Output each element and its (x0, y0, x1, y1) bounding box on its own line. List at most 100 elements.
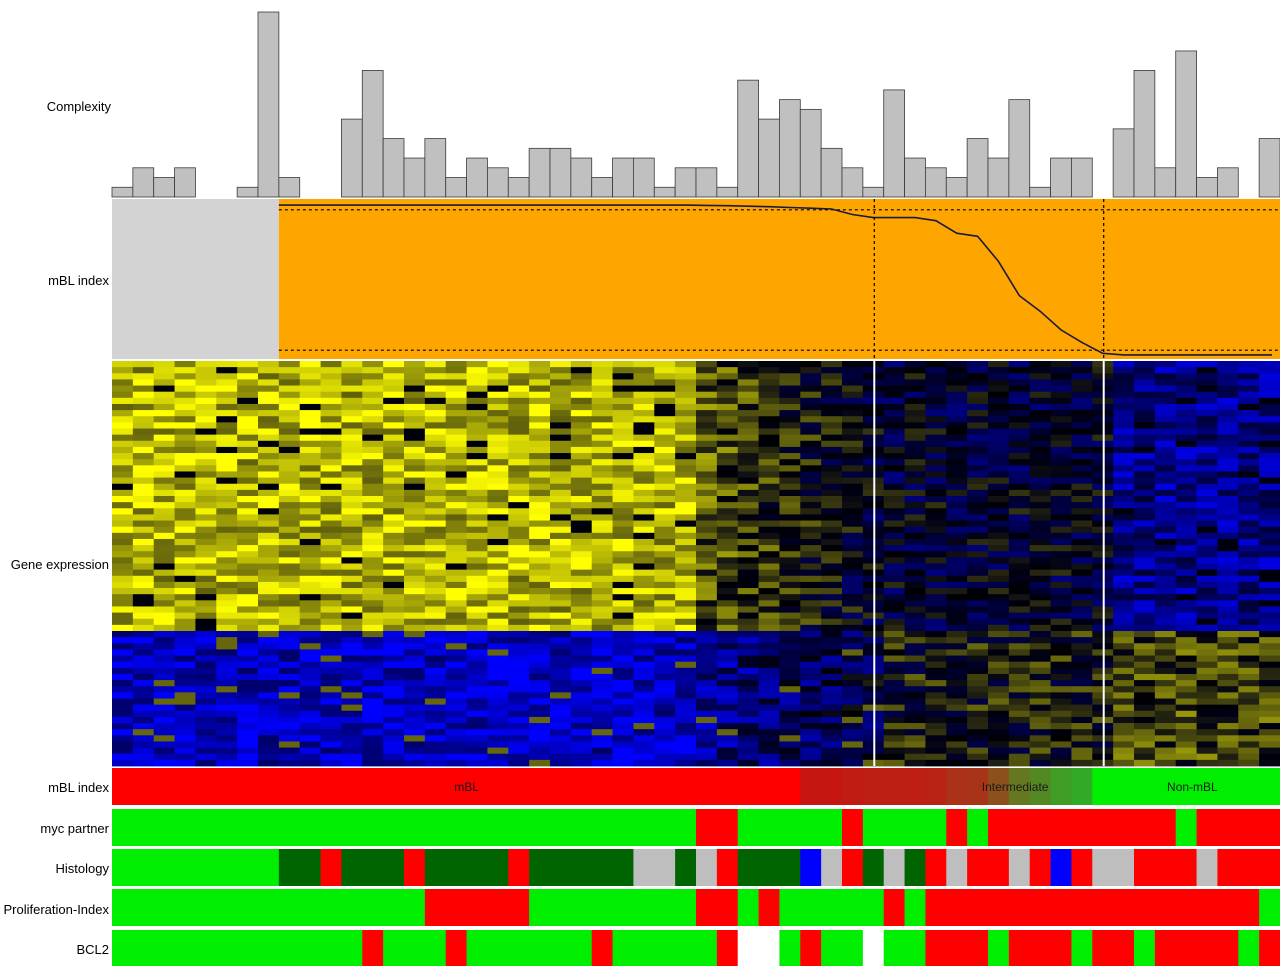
heatmap-cell (1134, 643, 1156, 650)
heatmap-cell (404, 502, 426, 509)
heatmap-cell (570, 373, 593, 380)
heatmap-cell (842, 526, 864, 534)
heatmap-cell (112, 385, 134, 393)
heatmap-cell (1175, 612, 1197, 620)
heatmap-cell (988, 465, 1010, 472)
heatmap-cell (487, 471, 509, 478)
heatmap-cell (612, 618, 634, 626)
heatmap-cell (1175, 477, 1197, 485)
heatmap-cell (299, 569, 321, 577)
heatmap-cell (946, 385, 968, 393)
heatmap-cell (550, 612, 572, 620)
heatmap-cell (1008, 710, 1031, 718)
heatmap-cell (153, 410, 175, 417)
heatmap-cell (320, 563, 342, 571)
heatmap-cell (967, 538, 989, 546)
heatmap-cell (404, 483, 426, 491)
histology-cell (487, 849, 509, 886)
heatmap-cell (195, 655, 217, 663)
heatmap-cell (988, 373, 1010, 380)
heatmap-cell (174, 526, 196, 534)
heatmap-cell (320, 483, 342, 491)
heatmap-cell (487, 496, 509, 503)
heatmap-cell (633, 526, 655, 534)
proliferation-cell (570, 889, 593, 926)
heatmap-cell (1154, 391, 1177, 399)
heatmap-cell (716, 637, 739, 644)
heatmap-cell (1217, 391, 1239, 399)
heatmap-cell (132, 631, 155, 638)
heatmap-cell (925, 471, 947, 478)
heatmap-cell (1050, 673, 1072, 681)
heatmap-cell (362, 373, 384, 380)
heatmap-cell (112, 403, 134, 411)
heatmap-cell (1029, 440, 1051, 448)
heatmap-cell (591, 545, 613, 552)
heatmap-cell (821, 508, 843, 515)
heatmap-cell (445, 532, 467, 540)
heatmap-cell (1196, 655, 1218, 663)
proliferation-cell (1113, 889, 1135, 926)
heatmap-cell (1071, 753, 1093, 761)
heatmap-cell (716, 538, 739, 546)
heatmap-cell (445, 704, 467, 712)
heatmap-cell (362, 465, 384, 472)
heatmap-cell (821, 434, 843, 442)
heatmap-cell (1050, 410, 1072, 417)
heatmap-cell (1259, 716, 1280, 724)
heatmap-cell (1071, 440, 1093, 448)
heatmap-cell (195, 459, 217, 466)
heatmap-cell (550, 747, 572, 755)
heatmap-cell (404, 514, 426, 521)
heatmap-cell (550, 563, 572, 571)
heatmap-cell (800, 643, 822, 650)
heatmap-cell (696, 661, 718, 669)
heatmap-cell (675, 753, 697, 761)
heatmap-cell (550, 606, 572, 613)
heatmap-cell (612, 655, 634, 663)
heatmap-cell (1134, 434, 1156, 442)
heatmap-cell (341, 403, 363, 411)
heatmap-cell (612, 502, 634, 509)
heatmap-cell (299, 379, 321, 386)
heatmap-cell (696, 680, 718, 687)
heatmap-cell (758, 391, 780, 399)
heatmap-cell (195, 526, 217, 534)
complexity-bar (466, 157, 488, 198)
heatmap-cell (1196, 606, 1218, 613)
heatmap-cell (946, 600, 968, 607)
heatmap-cell (424, 692, 447, 699)
heatmap-cell (112, 526, 134, 534)
heatmap-cell (988, 367, 1010, 374)
heatmap-cell (341, 710, 363, 718)
heatmap-cell (675, 759, 697, 767)
heatmap-cell (1071, 557, 1093, 564)
heatmap-cell (1050, 581, 1072, 589)
heatmap-cell (1238, 385, 1260, 393)
heatmap-cell (925, 526, 947, 534)
heatmap-cell (174, 465, 196, 472)
heatmap-cell (216, 373, 238, 380)
heatmap-cell (404, 422, 426, 429)
heatmap-cell (1175, 624, 1197, 632)
heatmap-cell (550, 575, 572, 583)
heatmap-cell (237, 624, 259, 632)
mbl-class-cell (737, 768, 760, 805)
heatmap-cell (216, 723, 238, 730)
bcl2-cell (758, 930, 780, 966)
heatmap-cell (1259, 410, 1280, 417)
heatmap-cell (299, 416, 321, 423)
complexity-bar (612, 157, 634, 198)
heatmap-cell (1029, 514, 1051, 521)
heatmap-cell (570, 465, 593, 472)
heatmap-cell (1238, 698, 1260, 706)
heatmap-cell (1175, 367, 1197, 374)
heatmap-cell (654, 526, 676, 534)
heatmap-cell (508, 759, 530, 767)
heatmap-cell (904, 716, 926, 724)
heatmap-cell (278, 403, 301, 411)
heatmap-cell (1175, 459, 1197, 466)
heatmap-cell (591, 753, 613, 761)
heatmap-cell (1154, 453, 1177, 460)
heatmap-cell (967, 649, 989, 656)
